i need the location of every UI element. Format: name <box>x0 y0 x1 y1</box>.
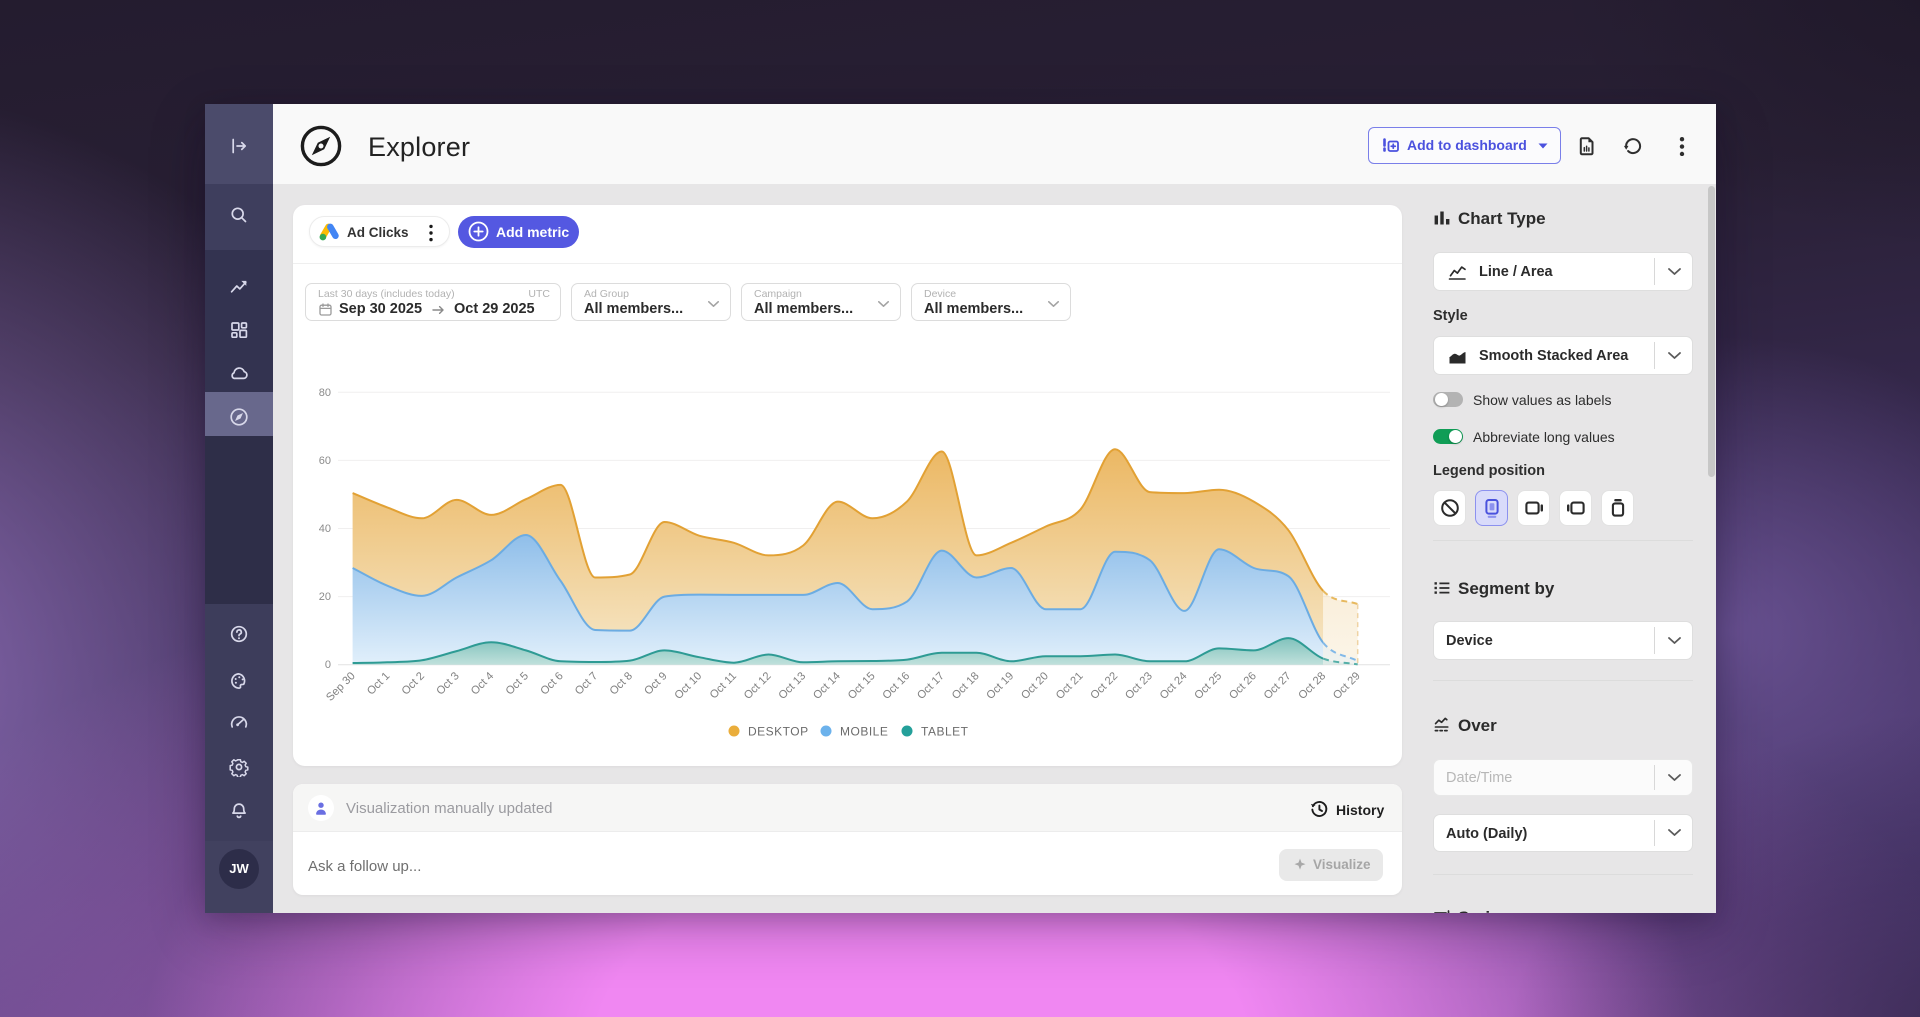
svg-text:80: 80 <box>319 387 331 399</box>
svg-text:Oct 16: Oct 16 <box>881 670 913 702</box>
svg-text:Oct 22: Oct 22 <box>1088 670 1120 702</box>
svg-text:Oct 14: Oct 14 <box>811 670 843 702</box>
svg-text:Oct 6: Oct 6 <box>538 670 565 697</box>
svg-text:Oct 29: Oct 29 <box>1331 670 1363 702</box>
svg-text:Oct 19: Oct 19 <box>984 670 1016 702</box>
svg-text:Oct 27: Oct 27 <box>1262 670 1294 702</box>
svg-text:Oct 20: Oct 20 <box>1019 670 1051 702</box>
svg-text:Sep 30: Sep 30 <box>324 670 358 704</box>
svg-text:Oct 10: Oct 10 <box>673 670 705 702</box>
svg-text:40: 40 <box>319 523 331 535</box>
svg-text:Oct 13: Oct 13 <box>777 670 809 702</box>
svg-text:Oct 2: Oct 2 <box>400 670 427 697</box>
svg-text:Oct 23: Oct 23 <box>1123 670 1155 702</box>
svg-text:Oct 3: Oct 3 <box>434 670 461 697</box>
svg-text:Oct 5: Oct 5 <box>504 670 531 697</box>
svg-text:20: 20 <box>319 591 331 603</box>
svg-text:TABLET: TABLET <box>921 725 969 739</box>
svg-text:Oct 9: Oct 9 <box>642 670 669 697</box>
svg-text:Oct 12: Oct 12 <box>742 670 774 702</box>
svg-text:Oct 7: Oct 7 <box>573 670 600 697</box>
svg-text:Oct 4: Oct 4 <box>469 670 496 697</box>
svg-text:Oct 17: Oct 17 <box>915 670 947 702</box>
svg-text:Oct 1: Oct 1 <box>365 670 392 697</box>
svg-text:Oct 26: Oct 26 <box>1227 670 1259 702</box>
svg-text:Oct 8: Oct 8 <box>608 670 635 697</box>
svg-text:Oct 15: Oct 15 <box>846 670 878 702</box>
svg-text:Oct 28: Oct 28 <box>1296 670 1328 702</box>
svg-text:DESKTOP: DESKTOP <box>748 725 809 739</box>
svg-text:Oct 25: Oct 25 <box>1192 670 1224 702</box>
svg-text:60: 60 <box>319 455 331 467</box>
svg-text:Oct 21: Oct 21 <box>1054 670 1086 702</box>
svg-text:Oct 18: Oct 18 <box>950 670 982 702</box>
svg-text:0: 0 <box>325 659 331 671</box>
svg-text:MOBILE: MOBILE <box>840 725 888 739</box>
svg-text:Oct 24: Oct 24 <box>1158 670 1190 702</box>
svg-text:Oct 11: Oct 11 <box>708 670 739 701</box>
